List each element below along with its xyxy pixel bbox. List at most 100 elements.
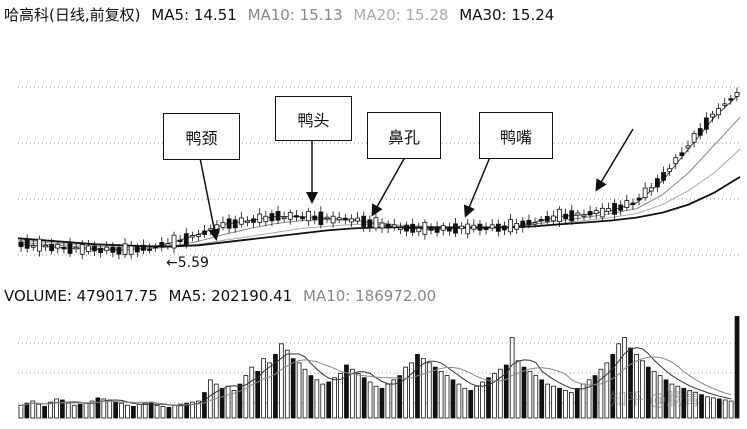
- volume-ma-lines: [20, 347, 732, 407]
- candle-up: [122, 243, 128, 255]
- candle-down: [569, 210, 575, 222]
- volume-bar: [296, 362, 302, 419]
- volume-bar: [30, 400, 36, 419]
- arrow-neck: [199, 157, 221, 241]
- volume-bar: [639, 360, 645, 419]
- volume-ma10-value: MA10: 186972.00: [303, 287, 437, 305]
- candle-down: [434, 226, 440, 233]
- volume-bar: [18, 404, 24, 419]
- candle-up: [245, 220, 250, 224]
- candle-down: [679, 152, 685, 156]
- candle-down: [563, 213, 569, 219]
- chart-title: 哈高科(日线,前复权): [4, 6, 141, 24]
- volume-bar: [628, 347, 633, 419]
- volume-bar: [734, 316, 740, 419]
- candle-up: [30, 245, 36, 248]
- candle-up: [550, 215, 556, 222]
- candle-up: [171, 234, 177, 249]
- volume-bar: [320, 383, 326, 419]
- volume-bar: [610, 353, 616, 419]
- volume-bar: [486, 377, 491, 419]
- candle-up: [734, 92, 740, 97]
- candle-up: [440, 225, 446, 231]
- volume-bar: [711, 397, 716, 419]
- candle-down: [18, 241, 24, 248]
- candle-down: [587, 211, 593, 216]
- volume-bar: [586, 379, 592, 419]
- candle-down: [654, 178, 660, 188]
- volume-bar: [699, 394, 704, 419]
- volume-bar: [113, 401, 119, 419]
- candle-up: [196, 234, 201, 237]
- volume-bar: [379, 387, 385, 419]
- volume-bar: [273, 353, 278, 419]
- volume-bar: [545, 383, 551, 419]
- candle-up: [557, 208, 562, 223]
- candle-up: [398, 227, 403, 230]
- candle-down: [177, 239, 183, 243]
- candle-down: [61, 247, 67, 250]
- volume-bar: [385, 383, 391, 419]
- volume-bar: [338, 373, 343, 419]
- volume-bar: [125, 404, 130, 419]
- ma30-value: MA30: 15.24: [459, 6, 555, 24]
- arrow-beak: [463, 156, 491, 218]
- volume-bar: [669, 383, 675, 419]
- volume-bar: [421, 358, 426, 419]
- volume-bar: [24, 402, 30, 419]
- candle-up: [716, 108, 721, 116]
- volume-bar: [231, 390, 237, 419]
- ma5-value: MA5: 14.51: [151, 6, 237, 24]
- volume-bar: [83, 402, 89, 419]
- candle-up: [575, 212, 581, 216]
- candle-down: [67, 243, 73, 254]
- candle-up: [55, 243, 61, 249]
- volume-bar: [350, 368, 355, 419]
- volume-bar: [36, 403, 42, 419]
- volume-bar: [119, 402, 124, 419]
- volume-bar: [160, 405, 166, 419]
- volume-bar: [237, 383, 243, 419]
- volume-bar: [657, 375, 663, 419]
- candle-down: [251, 218, 256, 223]
- candle-down: [110, 246, 116, 253]
- candle-down: [232, 219, 238, 229]
- candle-down: [636, 197, 642, 201]
- candle-down: [538, 219, 544, 222]
- candle-up: [349, 218, 354, 223]
- candle-up: [508, 219, 513, 233]
- candle-up: [355, 217, 360, 222]
- candle-down: [367, 219, 373, 228]
- volume-bar: [409, 362, 414, 419]
- candle-down: [453, 223, 458, 234]
- volume-bar: [178, 403, 184, 419]
- volume-bar: [687, 390, 693, 419]
- candle-down: [318, 211, 324, 226]
- candle-down: [312, 215, 318, 221]
- candle-down: [728, 98, 734, 101]
- volume-bar: [645, 366, 651, 419]
- candle-up: [379, 222, 385, 229]
- volume-bar: [568, 392, 574, 419]
- arrow-upper: [595, 128, 634, 192]
- candle-up: [422, 222, 428, 235]
- volume-bar: [361, 377, 367, 419]
- volume-bar: [267, 362, 272, 419]
- candle-up: [599, 207, 605, 218]
- volume-bar: [172, 404, 178, 419]
- volume-bar: [515, 360, 521, 419]
- candle-down: [361, 215, 367, 228]
- volume-bar: [509, 337, 515, 419]
- volume-bar: [533, 375, 539, 419]
- candle-down: [183, 233, 189, 246]
- volume-bar: [77, 403, 83, 419]
- candle-down: [134, 246, 140, 253]
- candle-down: [385, 223, 391, 229]
- volume-bar: [48, 401, 53, 419]
- volume-bar: [278, 343, 284, 419]
- candle-up: [257, 213, 263, 223]
- volume-gridlines: [18, 342, 740, 404]
- volume-bar: [54, 398, 59, 419]
- volume-bar: [261, 358, 266, 419]
- volume-bar: [249, 366, 255, 419]
